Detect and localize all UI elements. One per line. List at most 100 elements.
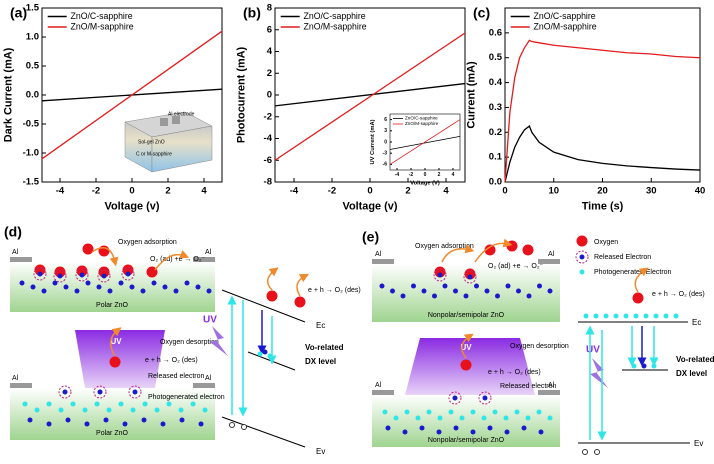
legend-label: ZnO/C-sapphire bbox=[534, 11, 596, 21]
electron bbox=[442, 283, 448, 289]
substrate-label: Polar ZnO bbox=[96, 302, 128, 309]
annotation: Oxygen desorption bbox=[160, 339, 219, 346]
oxygen bbox=[484, 244, 496, 256]
electron bbox=[495, 293, 500, 299]
electrode bbox=[372, 259, 394, 264]
y-tick-label: 0 bbox=[267, 90, 272, 101]
oxygen bbox=[76, 265, 88, 277]
legend-label: ZnO/M-sapphire bbox=[405, 121, 439, 126]
al-label: Al bbox=[205, 249, 212, 256]
photo-electron bbox=[382, 409, 388, 415]
x-tick-label: -4 bbox=[56, 186, 65, 197]
al-label: Al bbox=[375, 382, 382, 389]
photo-electron bbox=[514, 409, 520, 415]
annotation: e + h → O₂ (des) bbox=[488, 369, 541, 376]
photo-electron bbox=[663, 313, 669, 319]
photo-electron bbox=[393, 415, 399, 421]
y-tick-label: -1.5 bbox=[23, 177, 40, 188]
uv-label: UV bbox=[460, 343, 472, 352]
photo-electron bbox=[593, 313, 599, 319]
annotation: O₂ (ad) +e → O₂⁻ bbox=[150, 256, 206, 263]
series-line bbox=[41, 30, 223, 160]
photo-electron bbox=[190, 401, 196, 407]
y-tick-label: 0.0 bbox=[489, 177, 502, 188]
oxygen bbox=[34, 264, 46, 276]
electron bbox=[484, 288, 490, 294]
series-line bbox=[389, 119, 461, 165]
electron bbox=[400, 293, 406, 299]
photo-electron bbox=[267, 353, 273, 359]
y-tick-label: 0.2 bbox=[489, 127, 502, 138]
x-tick-label: 2 bbox=[405, 186, 410, 197]
y-tick-label: -3 bbox=[383, 151, 388, 157]
electron bbox=[379, 283, 385, 289]
released-ring bbox=[33, 267, 47, 281]
x-tick-label: -2 bbox=[92, 186, 100, 197]
electron bbox=[162, 284, 168, 290]
electron bbox=[195, 284, 201, 290]
release-arrow bbox=[109, 327, 122, 357]
electron bbox=[62, 389, 68, 395]
series-line bbox=[504, 39, 701, 183]
x-tick-label: -4 bbox=[395, 172, 400, 178]
uv-label: UV bbox=[586, 345, 600, 356]
y-tick-label: -8 bbox=[264, 177, 272, 188]
ec-label: Ec bbox=[316, 321, 325, 330]
x-tick-label: 0 bbox=[129, 186, 134, 197]
oxygen bbox=[576, 235, 588, 247]
y-tick-label: 0.4 bbox=[489, 77, 503, 88]
legend-label: ZnO/M-sapphire bbox=[534, 21, 597, 31]
al-label: Al bbox=[548, 382, 555, 389]
panel-label: (c) bbox=[473, 5, 490, 21]
electrode bbox=[372, 390, 394, 395]
electron bbox=[390, 288, 395, 294]
photo-electron bbox=[202, 407, 208, 413]
x-tick-label: -4 bbox=[290, 186, 299, 197]
release-arrow bbox=[296, 273, 309, 297]
legend-label: Oxygen bbox=[594, 239, 618, 246]
electron bbox=[107, 288, 113, 294]
y-tick-label: 4 bbox=[267, 46, 273, 57]
y-tick-label: 6 bbox=[267, 24, 272, 35]
x-axis-label: Voltage (V) bbox=[410, 181, 440, 187]
electron bbox=[436, 429, 442, 435]
electron bbox=[65, 417, 71, 423]
oxygen bbox=[294, 296, 306, 308]
substrate-label: Nonpolar/semipolar ZnO bbox=[428, 312, 505, 319]
photo-electron bbox=[623, 313, 629, 319]
electron bbox=[385, 425, 391, 431]
electron bbox=[537, 283, 542, 289]
electron bbox=[30, 284, 36, 290]
al-label: Al bbox=[548, 251, 555, 258]
oxygen bbox=[460, 359, 472, 371]
x-tick-label: 4 bbox=[201, 186, 207, 197]
y-tick-label: 2 bbox=[267, 68, 272, 79]
electron bbox=[179, 417, 185, 423]
oxygen bbox=[109, 356, 121, 368]
legend-label: ZnO/C-sapphire bbox=[405, 116, 438, 121]
photo-electron bbox=[651, 363, 657, 369]
photo-electron bbox=[82, 407, 88, 413]
photo-electron bbox=[404, 409, 410, 415]
ev-label: Ev bbox=[694, 439, 703, 448]
x-tick-label: 20 bbox=[597, 186, 608, 197]
y-tick-label: 1.5 bbox=[26, 3, 40, 14]
electron bbox=[118, 280, 124, 286]
annotation: Oxygen adsorption bbox=[415, 243, 474, 250]
diagram-d: (d) Al Al Oxygen adsorption O₂ (ad) +e →… bbox=[4, 224, 361, 456]
x-tick-label: 2 bbox=[165, 186, 170, 197]
photo-electron bbox=[46, 401, 52, 407]
y-tick-label: -1.0 bbox=[23, 148, 39, 159]
released-ring bbox=[463, 270, 477, 284]
released-ring bbox=[575, 250, 589, 264]
electron bbox=[103, 417, 109, 423]
photo-electron bbox=[525, 415, 531, 421]
electron bbox=[641, 363, 647, 369]
annotation: Oxygen desorption bbox=[510, 343, 569, 350]
photo-electron bbox=[492, 409, 498, 415]
oxygen bbox=[632, 292, 644, 304]
al-label: Al bbox=[12, 249, 19, 256]
x-tick-label: 4 bbox=[443, 186, 449, 197]
photo-electron bbox=[415, 415, 421, 421]
